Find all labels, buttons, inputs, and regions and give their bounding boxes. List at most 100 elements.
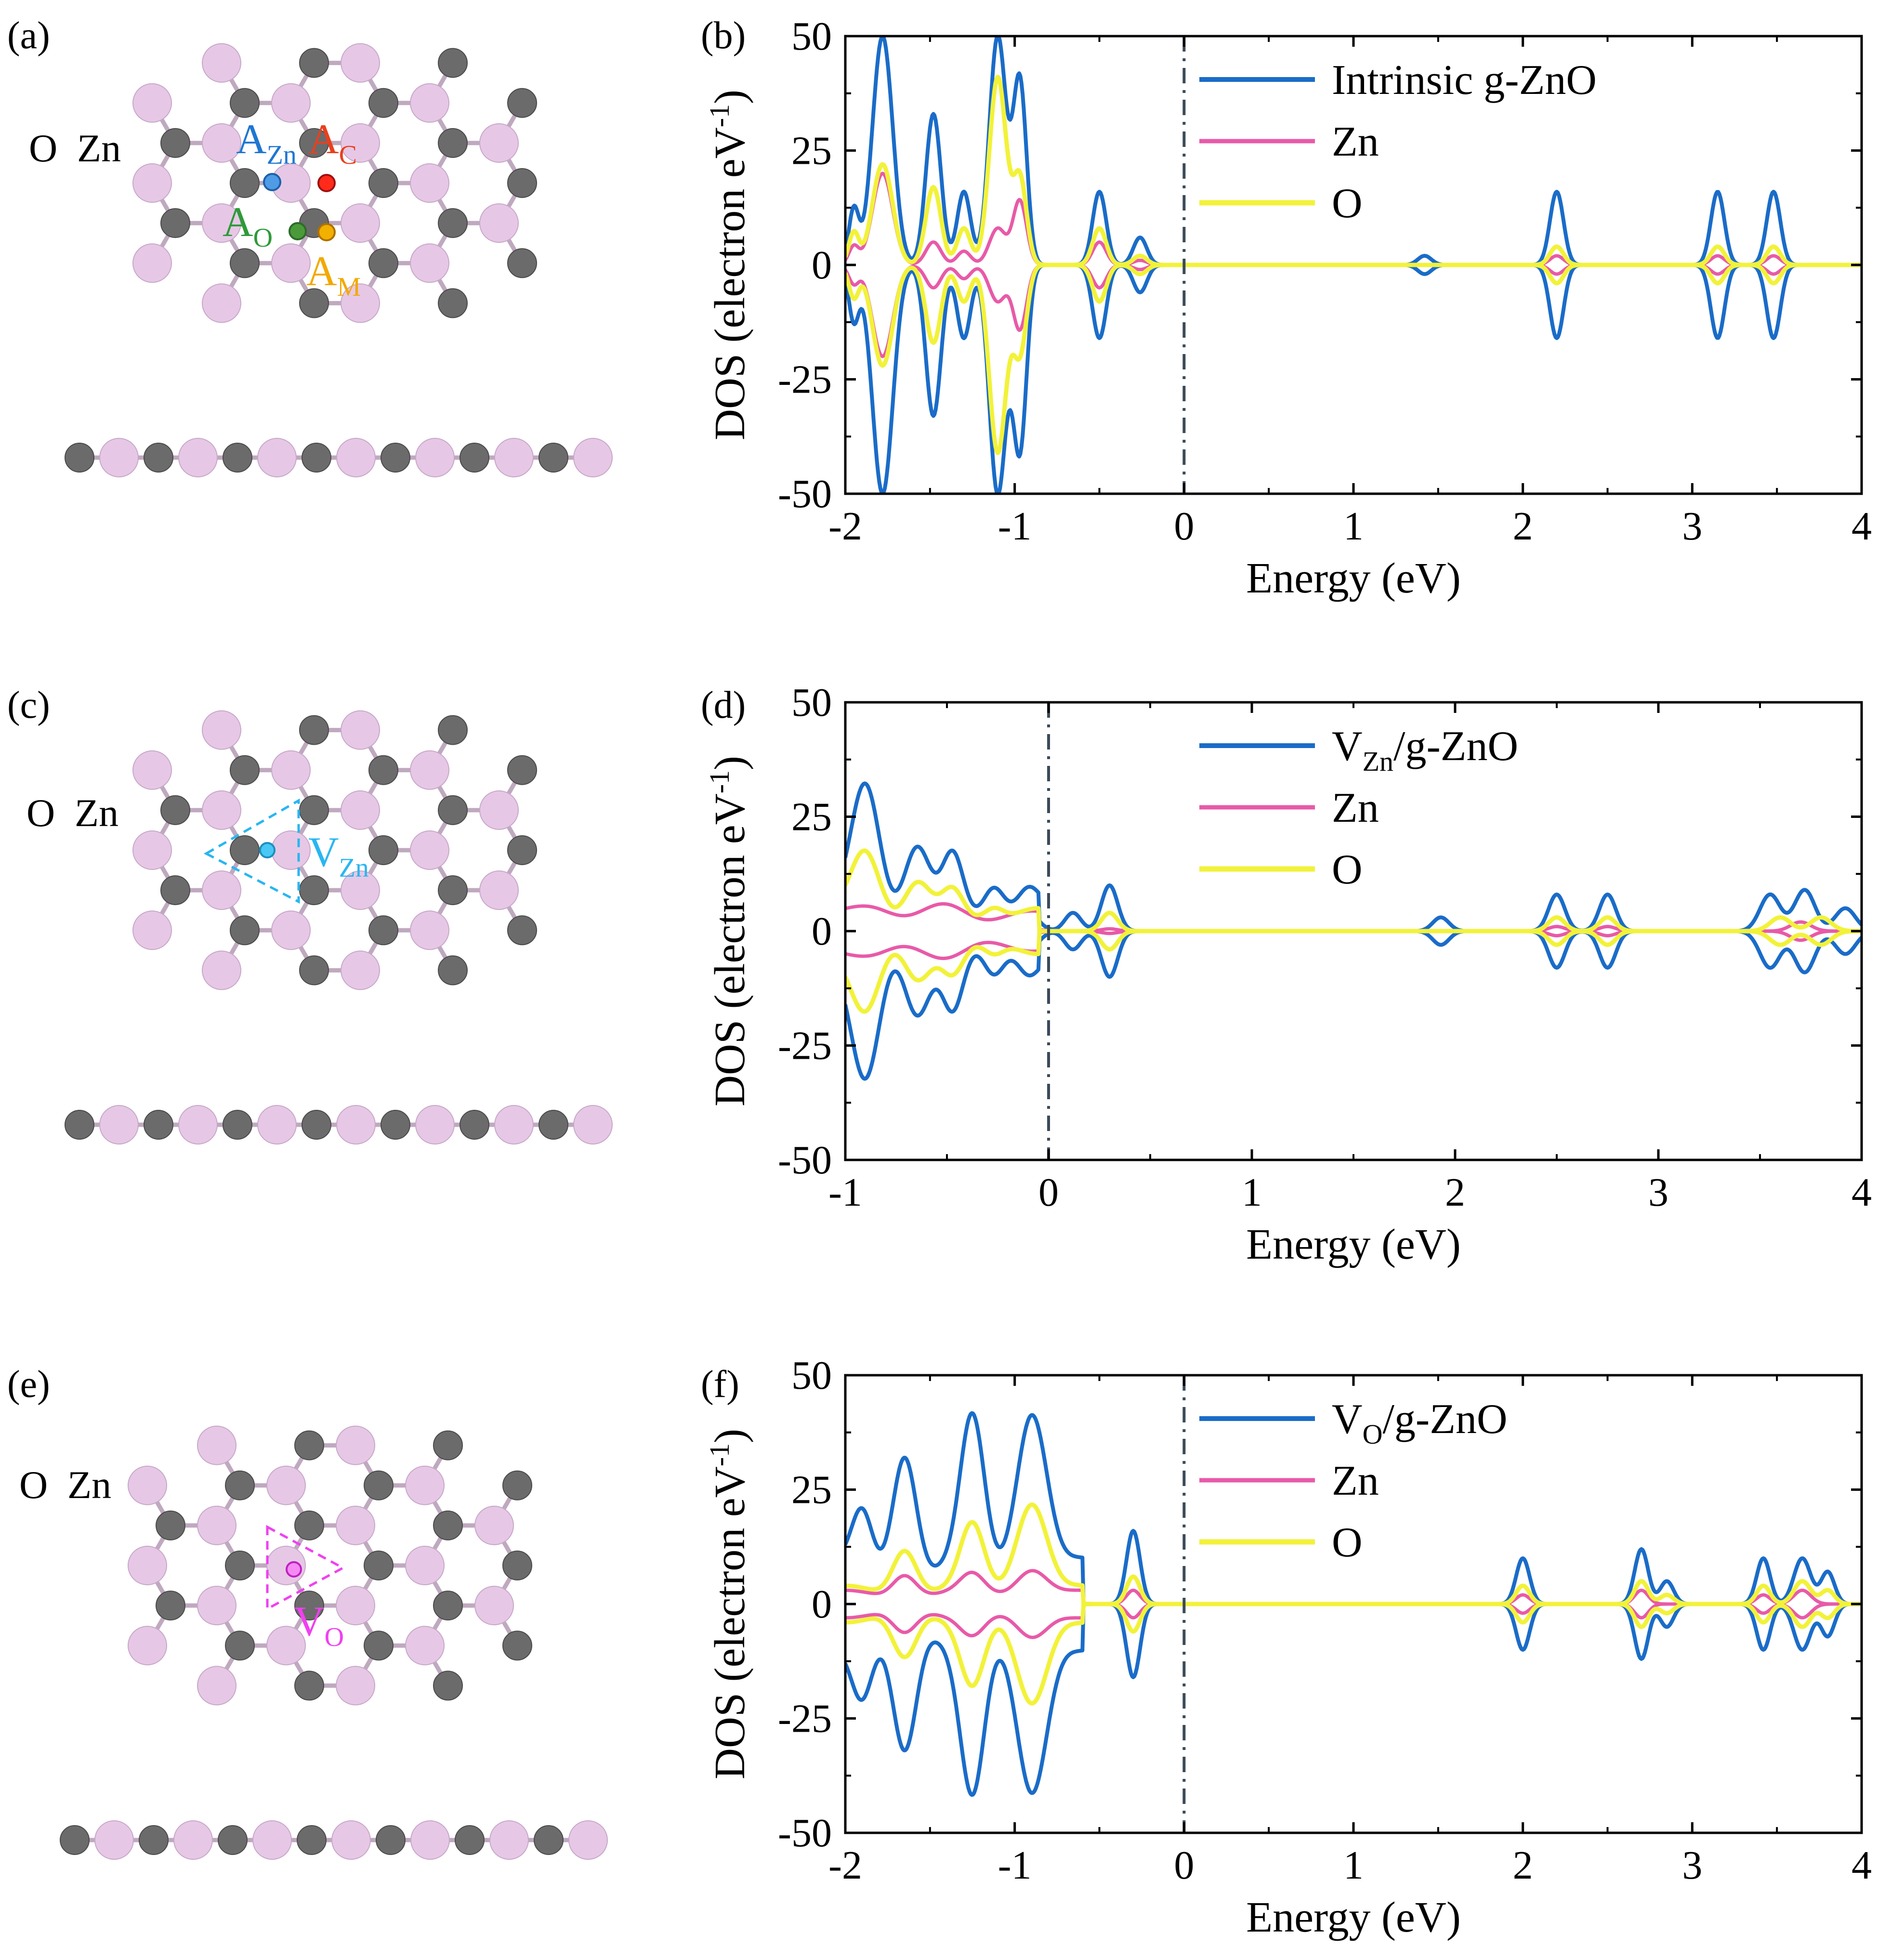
o-atom: [438, 208, 468, 238]
zn-atom: [132, 910, 172, 950]
y-tick-label: 50: [791, 680, 832, 725]
zn-atom: [202, 43, 241, 83]
side-zn-atom: [410, 1820, 450, 1860]
panel-label-b: (b): [701, 14, 746, 57]
panel-label-f: (f): [701, 1363, 739, 1406]
zn-atom: [128, 1465, 167, 1505]
side-o-atom: [534, 1825, 564, 1855]
o-atom: [299, 955, 329, 986]
zn-atom: [479, 790, 519, 830]
o-atom: [160, 208, 190, 238]
side-zn-atom: [94, 1820, 134, 1860]
side-o-atom: [139, 1825, 169, 1855]
x-axis-label: Energy (eV): [1246, 1221, 1461, 1268]
panel-label-d: (d): [701, 684, 746, 726]
y-tick-label: -50: [778, 472, 832, 516]
o-atom: [299, 48, 329, 78]
x-tick-label: 3: [1682, 504, 1702, 549]
element-label-o: O: [26, 791, 55, 835]
zn-atom: [341, 710, 380, 750]
side-o-atom: [538, 443, 568, 473]
side-o-atom: [65, 1110, 94, 1140]
side-zn-atom: [415, 438, 455, 477]
element-label-zn: Zn: [77, 126, 121, 170]
x-tick-label: -1: [998, 1843, 1032, 1888]
o-atom: [294, 1510, 324, 1540]
zn-atom: [202, 950, 241, 990]
zn-atom: [479, 870, 519, 910]
site-label-a-m: AM: [306, 248, 361, 302]
o-atom: [368, 248, 398, 278]
zn-atom: [341, 283, 380, 323]
y-tick-label: 0: [812, 243, 832, 288]
o-atom: [294, 1671, 324, 1701]
dos-chart-d: -1 0 1 2 3 4 -50 -25 0 25 50 Energy (eV) DOS (electr…: [704, 680, 1872, 1268]
zn-atom: [128, 1546, 167, 1585]
zn-atom: [410, 750, 449, 790]
vacancy-zn-marker: [259, 842, 276, 858]
side-zn-atom: [415, 1105, 455, 1144]
y-tick-label: 0: [812, 909, 832, 954]
x-tick-label: -1: [998, 504, 1032, 549]
o-atom: [438, 875, 468, 906]
dos-curves: [845, 36, 1862, 494]
dos-curves: [845, 781, 1862, 1081]
panel-label-c: (c): [7, 684, 50, 726]
o-atom: [225, 1470, 255, 1500]
site-label-a-c: AC: [308, 116, 357, 170]
o-atom: [438, 715, 468, 745]
y-tick-label: -50: [778, 1138, 832, 1183]
zn-atom: [336, 1505, 375, 1545]
o-atom: [364, 1551, 394, 1580]
side-o-atom: [455, 1825, 485, 1855]
o-atom: [160, 795, 190, 825]
x-tick-label: 2: [1513, 504, 1533, 549]
dos-curves: [845, 1411, 1862, 1797]
o-atom: [438, 128, 468, 158]
side-zn-atom: [178, 1105, 218, 1144]
zn-atom: [405, 1465, 445, 1505]
o-atom: [438, 48, 468, 78]
x-axis-label: Energy (eV): [1246, 554, 1461, 602]
side-zn-atom: [494, 438, 534, 477]
legend-label: O: [1332, 180, 1363, 227]
o-atom: [433, 1671, 463, 1701]
legend-label: Zn: [1332, 1458, 1379, 1504]
side-o-atom: [302, 1110, 331, 1140]
side-o-atom: [218, 1825, 248, 1855]
side-o-atom: [381, 1110, 410, 1140]
side-o-atom: [460, 443, 489, 473]
side-o-atom: [538, 1110, 568, 1140]
vacancy-label-o: VO: [294, 1598, 344, 1652]
zn-atom: [410, 830, 449, 870]
series-o-spin-down: [845, 929, 1862, 1014]
zn-atom: [341, 43, 380, 83]
zn-atom: [266, 1465, 306, 1505]
side-o-atom: [223, 1110, 252, 1140]
y-axis-label: DOS (electron eV-1): [704, 90, 754, 440]
side-o-atom: [144, 1110, 173, 1140]
zn-atom: [341, 870, 380, 910]
zn-atom: [341, 950, 380, 990]
y-axis-label: DOS (electron eV-1): [704, 1429, 754, 1779]
adsorption-site-c-marker: [317, 174, 336, 192]
structure-a: O Zn AZn AC AO AM: [29, 43, 613, 477]
zn-atom: [341, 790, 380, 830]
zn-atom: [197, 1425, 236, 1465]
legend-label: Zn: [1332, 785, 1379, 831]
o-atom: [502, 1631, 532, 1661]
o-atom: [433, 1430, 463, 1460]
o-atom: [299, 128, 329, 158]
side-zn-atom: [568, 1820, 608, 1860]
y-axis-label: DOS (electron eV-1): [704, 756, 754, 1106]
o-atom: [507, 835, 537, 865]
zn-atom: [202, 283, 241, 323]
zn-atom: [132, 83, 172, 123]
zn-atom: [479, 203, 519, 243]
element-label-o: O: [19, 1463, 48, 1507]
o-atom: [368, 88, 398, 118]
x-tick-label: -1: [828, 1170, 862, 1215]
zn-atom: [132, 830, 172, 870]
o-atom: [368, 915, 398, 946]
